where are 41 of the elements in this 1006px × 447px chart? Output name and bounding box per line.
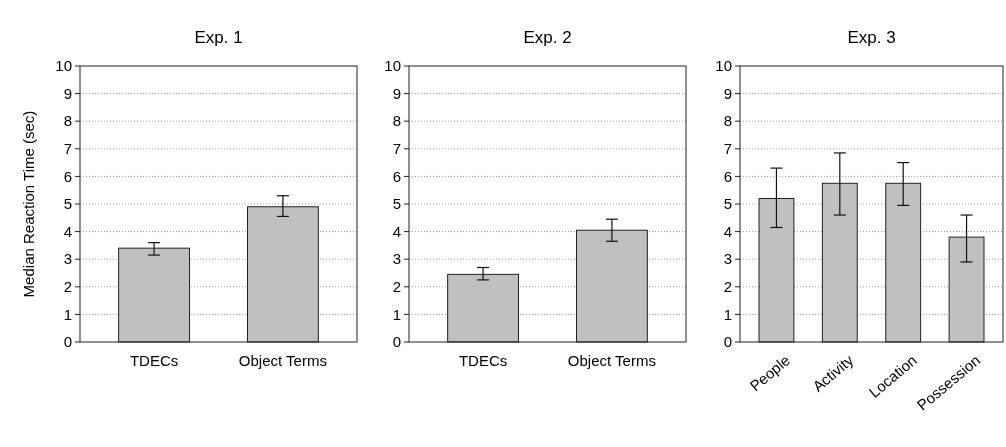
chart-title: Exp. 3 bbox=[847, 28, 896, 47]
y-tick-label: 2 bbox=[63, 278, 72, 296]
y-tick-label: 6 bbox=[392, 167, 401, 185]
y-tick-label: 7 bbox=[63, 140, 72, 158]
y-tick-label: 9 bbox=[392, 84, 401, 102]
y-tick-label: 4 bbox=[63, 222, 72, 240]
x-tick-label: Object Terms bbox=[567, 352, 656, 369]
x-tick-label: TDECs bbox=[458, 352, 508, 369]
y-tick-label: 1 bbox=[63, 305, 72, 323]
y-tick-label: 10 bbox=[55, 57, 72, 75]
y-tick-label: 7 bbox=[723, 140, 732, 158]
x-tick-label: TDECs bbox=[129, 352, 179, 369]
y-tick-label: 9 bbox=[63, 84, 72, 102]
y-tick-label: 4 bbox=[392, 222, 401, 240]
y-tick-label: 3 bbox=[723, 250, 732, 268]
y-tick-label: 10 bbox=[715, 57, 732, 75]
x-tick-label: Object Terms bbox=[238, 352, 327, 369]
y-tick-label: 3 bbox=[63, 250, 72, 268]
y-tick-label: 9 bbox=[723, 84, 732, 102]
y-tick-label: 1 bbox=[723, 305, 732, 323]
y-tick-label: 2 bbox=[392, 278, 401, 296]
y-tick-label: 6 bbox=[723, 167, 732, 185]
y-tick-label: 1 bbox=[392, 305, 401, 323]
y-tick-label: 8 bbox=[63, 112, 72, 130]
y-tick-label: 0 bbox=[392, 333, 401, 351]
y-tick-label: 0 bbox=[63, 333, 72, 351]
y-tick-label: 10 bbox=[384, 57, 401, 75]
chart-title: Exp. 2 bbox=[523, 28, 572, 47]
y-tick-label: 8 bbox=[392, 112, 401, 130]
y-tick-label: 7 bbox=[392, 140, 401, 158]
y-tick-label: 4 bbox=[723, 222, 732, 240]
y-tick-label: 5 bbox=[723, 195, 732, 213]
y-tick-label: 5 bbox=[63, 195, 72, 213]
y-tick-label: 3 bbox=[392, 250, 401, 268]
y-tick-label: 2 bbox=[723, 278, 732, 296]
y-tick-label: 0 bbox=[723, 333, 732, 351]
chart-title: Exp. 1 bbox=[194, 28, 243, 47]
y-tick-label: 6 bbox=[63, 167, 72, 185]
y-axis-title: Median Reaction Time (sec) bbox=[20, 110, 37, 298]
y-tick-label: 5 bbox=[392, 195, 401, 213]
y-tick-label: 8 bbox=[723, 112, 732, 130]
